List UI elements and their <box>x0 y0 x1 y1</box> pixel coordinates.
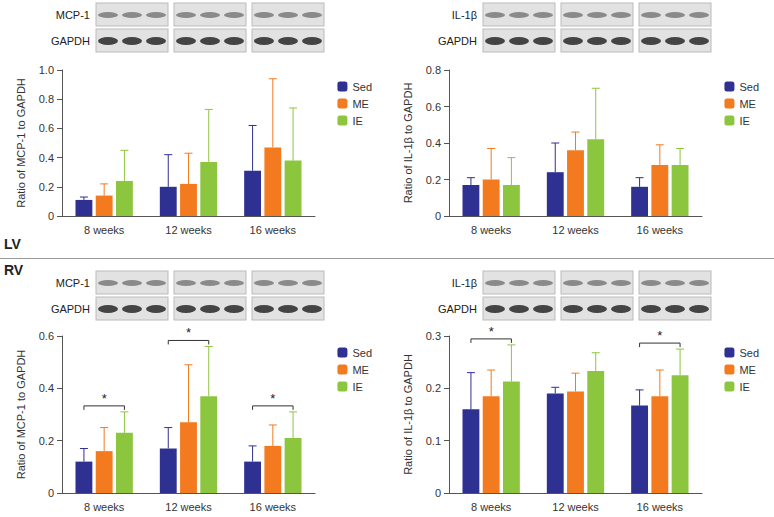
svg-text:0: 0 <box>48 487 54 499</box>
svg-text:0.2: 0.2 <box>426 174 441 186</box>
svg-text:0.8: 0.8 <box>39 93 54 105</box>
svg-text:IE: IE <box>739 381 749 393</box>
svg-text:IL-1β: IL-1β <box>452 277 477 289</box>
svg-text:8 weeks: 8 weeks <box>84 224 125 236</box>
svg-text:Sed: Sed <box>739 81 759 93</box>
svg-text:16 weeks: 16 weeks <box>250 501 297 513</box>
svg-text:0.6: 0.6 <box>39 122 54 134</box>
svg-text:IE: IE <box>352 115 362 127</box>
svg-text:Sed: Sed <box>739 347 759 359</box>
svg-text:0.6: 0.6 <box>426 101 441 113</box>
svg-text:ME: ME <box>739 98 756 110</box>
svg-text:16 weeks: 16 weeks <box>637 501 684 513</box>
svg-text:12 weeks: 12 weeks <box>165 224 212 236</box>
html-text:RV: RV <box>4 262 24 278</box>
svg-text:0.3: 0.3 <box>426 330 441 342</box>
svg-text:*: * <box>270 391 275 406</box>
svg-text:IE: IE <box>352 381 362 393</box>
html-text:LV: LV <box>4 236 21 252</box>
svg-text:0.8: 0.8 <box>426 64 441 76</box>
svg-text:0: 0 <box>48 210 54 222</box>
svg-text:0: 0 <box>435 487 441 499</box>
svg-text:GAPDH: GAPDH <box>51 303 90 315</box>
svg-text:GAPDH: GAPDH <box>51 35 90 47</box>
svg-text:0.4: 0.4 <box>39 152 54 164</box>
svg-text:8 weeks: 8 weeks <box>471 224 512 236</box>
svg-text:MCP-1: MCP-1 <box>56 277 90 289</box>
svg-text:*: * <box>489 324 494 339</box>
svg-text:MCP-1: MCP-1 <box>56 9 90 21</box>
svg-text:8 weeks: 8 weeks <box>471 501 512 513</box>
svg-text:ME: ME <box>739 364 756 376</box>
svg-text:Ratio of IL-1β to GAPDH: Ratio of IL-1β to GAPDH <box>402 83 414 204</box>
svg-text:16 weeks: 16 weeks <box>250 224 297 236</box>
svg-text:Sed: Sed <box>352 81 372 93</box>
svg-text:8 weeks: 8 weeks <box>84 501 125 513</box>
svg-text:IL-1β: IL-1β <box>452 9 477 21</box>
svg-text:ME: ME <box>352 364 369 376</box>
svg-text:IE: IE <box>739 115 749 127</box>
svg-text:0.4: 0.4 <box>426 137 441 149</box>
svg-text:Sed: Sed <box>352 347 372 359</box>
svg-text:GAPDH: GAPDH <box>438 35 477 47</box>
svg-text:0.1: 0.1 <box>426 435 441 447</box>
svg-text:12 weeks: 12 weeks <box>552 224 599 236</box>
svg-text:0.2: 0.2 <box>426 382 441 394</box>
svg-text:Ratio of MCP-1 to GAPDH: Ratio of MCP-1 to GAPDH <box>15 350 27 480</box>
svg-text:0.4: 0.4 <box>39 382 54 394</box>
svg-text:0.6: 0.6 <box>39 330 54 342</box>
svg-text:*: * <box>186 325 191 340</box>
svg-text:*: * <box>102 391 107 406</box>
svg-text:1.0: 1.0 <box>39 64 54 76</box>
svg-text:Ratio of MCP-1 to GAPDH: Ratio of MCP-1 to GAPDH <box>15 78 27 208</box>
svg-text:0.2: 0.2 <box>39 181 54 193</box>
svg-text:GAPDH: GAPDH <box>438 303 477 315</box>
svg-text:*: * <box>657 328 662 343</box>
svg-text:12 weeks: 12 weeks <box>165 501 212 513</box>
svg-text:0: 0 <box>435 210 441 222</box>
svg-text:ME: ME <box>352 98 369 110</box>
svg-text:0.2: 0.2 <box>39 435 54 447</box>
svg-text:12 weeks: 12 weeks <box>552 501 599 513</box>
svg-text:16 weeks: 16 weeks <box>637 224 684 236</box>
svg-text:Ratio of IL-1β to GAPDH: Ratio of IL-1β to GAPDH <box>402 354 414 475</box>
